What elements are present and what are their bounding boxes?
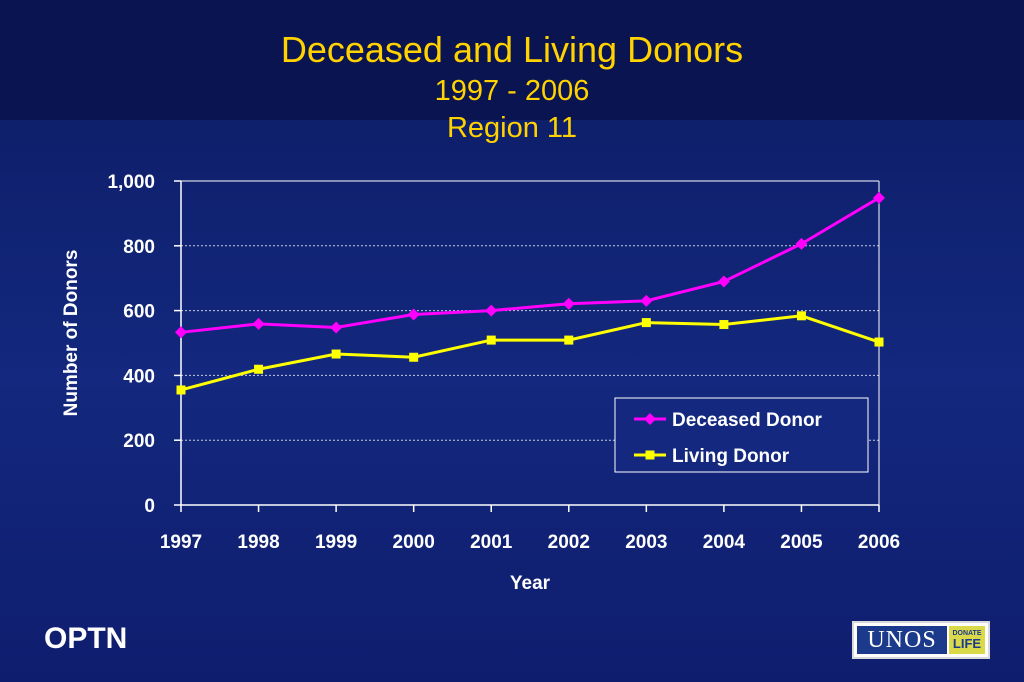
x-tick-label: 2005 [780,532,823,553]
unos-logo-text: UNOS [857,626,947,654]
x-tick-label: 2006 [858,532,900,553]
data-point-square [874,337,884,347]
x-axis-label: Year [510,573,551,594]
donate-life-badge: DONATE LIFE [949,626,985,654]
y-tick-label: 200 [123,431,155,452]
optn-label: OPTN [44,622,128,655]
title-line-3: Region 11 [446,112,578,144]
title-band [0,0,1024,120]
y-tick-label: 600 [123,302,155,323]
series [175,191,885,395]
data-point-diamond [640,294,653,307]
series-diamond [175,191,885,339]
x-tick-label: 2004 [703,532,746,553]
unos-logo: UNOS DONATE LIFE [852,621,990,659]
y-tick-label: 400 [123,366,155,387]
data-point-square [719,320,729,330]
data-point-square [645,450,655,460]
y-tick-label: 800 [123,237,155,258]
legend-label: Deceased Donor [672,410,823,431]
data-point-square [641,318,651,328]
data-point-square [486,335,496,345]
data-point-diamond [175,326,187,339]
series-square [176,311,884,395]
y-axis-label: Number of Donors [61,250,82,417]
donate-life-bottom: LIFE [952,636,982,651]
data-point-square [796,311,806,321]
data-point-diamond [717,275,730,288]
title-line-1: Deceased and Living Donors [280,29,744,70]
x-tick-label: 1999 [315,532,357,553]
legend-box [614,397,869,473]
legend-label: Living Donor [672,446,790,467]
x-tick-label: 2001 [470,532,513,553]
data-point-diamond [485,304,498,317]
data-point-diamond [330,321,343,334]
data-point-square [254,364,264,374]
data-point-diamond [644,413,656,425]
data-point-square [564,335,574,345]
y-tick-label: 0 [144,496,155,517]
x-tick-label: 2000 [393,532,435,553]
data-point-square [331,349,341,359]
data-point-diamond [873,191,885,204]
title-line-2: 1997 - 2006 [434,75,590,107]
data-point-diamond [407,308,420,321]
data-point-square [176,385,186,395]
legend: Deceased Donor Living Donor [614,397,869,473]
data-point-diamond [562,297,575,310]
axes: 0 200 400 600 800 1,000 1997 1998 1999 2000 2001 20… [107,172,900,553]
data-point-square [409,352,419,362]
series-line [180,196,880,334]
data-point-diamond [795,237,808,250]
slide-title: Deceased and Living Donors 1997 - 2006 R… [0,28,1024,146]
donate-life-top: DONATE [952,630,982,637]
x-tick-label: 1997 [160,532,202,553]
x-tick-label: 2003 [625,532,667,553]
data-point-diamond [252,317,265,330]
y-tick-label: 1,000 [107,172,155,193]
series-line [180,314,880,392]
x-tick-label: 2002 [548,532,590,553]
x-tick-label: 1998 [237,532,279,553]
